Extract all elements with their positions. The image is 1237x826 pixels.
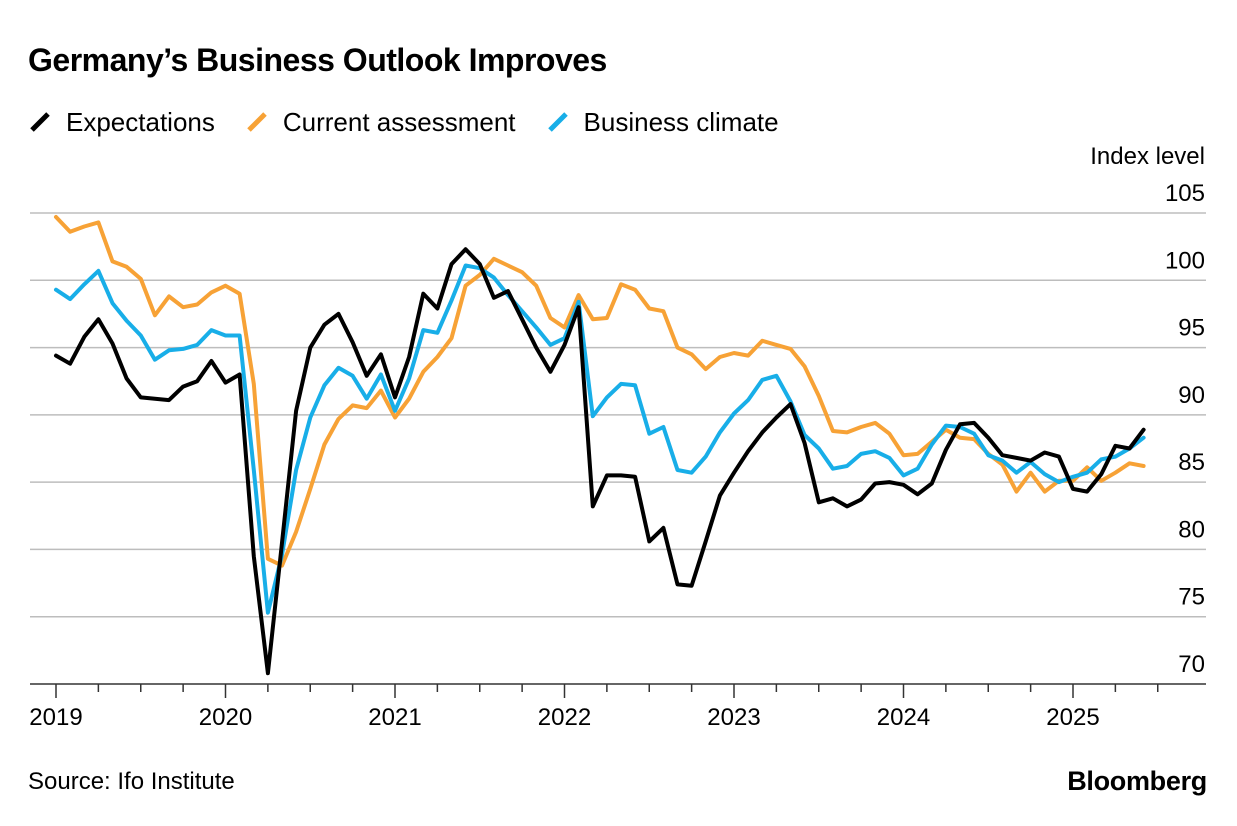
legend-item-expectations: Expectations: [28, 107, 215, 138]
x-tick-label-2022: 2022: [538, 704, 591, 731]
series-line-business-climate: [54, 263, 1146, 615]
legend-swatch-business-climate: [547, 112, 568, 132]
x-tick-label-2024: 2024: [877, 704, 930, 731]
y-tick-label-75: 75: [1178, 584, 1205, 611]
y-tick-label-85: 85: [1178, 449, 1205, 476]
y-axis-unit-label: Index level: [1090, 143, 1205, 170]
legend-item-business-climate: Business climate: [546, 107, 779, 138]
bloomberg-logo: Bloomberg: [1067, 766, 1207, 796]
x-tick-label-2019: 2019: [29, 704, 82, 731]
y-tick-label-105: 105: [1165, 180, 1205, 207]
chart-title: Germany’s Business Outlook Improves: [28, 42, 607, 78]
legend-swatch-expectations: [30, 112, 50, 132]
x-tick-label-2020: 2020: [199, 704, 252, 731]
source-note: Source: Ifo Institute: [28, 768, 235, 795]
y-tick-label-95: 95: [1178, 315, 1205, 342]
x-tick-label-2023: 2023: [707, 704, 760, 731]
legend-line-business-climate: [547, 112, 568, 132]
y-tick-label-90: 90: [1178, 382, 1205, 409]
series-line-expectations: [54, 247, 1146, 676]
y-tick-label-80: 80: [1178, 516, 1205, 543]
legend-swatch-current-assessment: [247, 112, 267, 132]
x-tick-label-2025: 2025: [1046, 704, 1099, 731]
legend-label-current-assessment: Current assessment: [282, 106, 516, 137]
y-tick-label-70: 70: [1178, 651, 1205, 678]
legend-label-business-climate: Business climate: [583, 106, 779, 137]
x-tick-label-2021: 2021: [368, 704, 421, 731]
legend-line-current-assessment: [247, 112, 267, 132]
series-line-current-assessment: [54, 215, 1146, 568]
legend-item-current-assessment: Current assessment: [245, 107, 516, 138]
legend-line-expectations: [30, 112, 50, 132]
legend-label-expectations: Expectations: [66, 106, 215, 137]
y-tick-label-100: 100: [1165, 247, 1205, 274]
legend: Expectations Current assessment Business…: [28, 104, 809, 140]
